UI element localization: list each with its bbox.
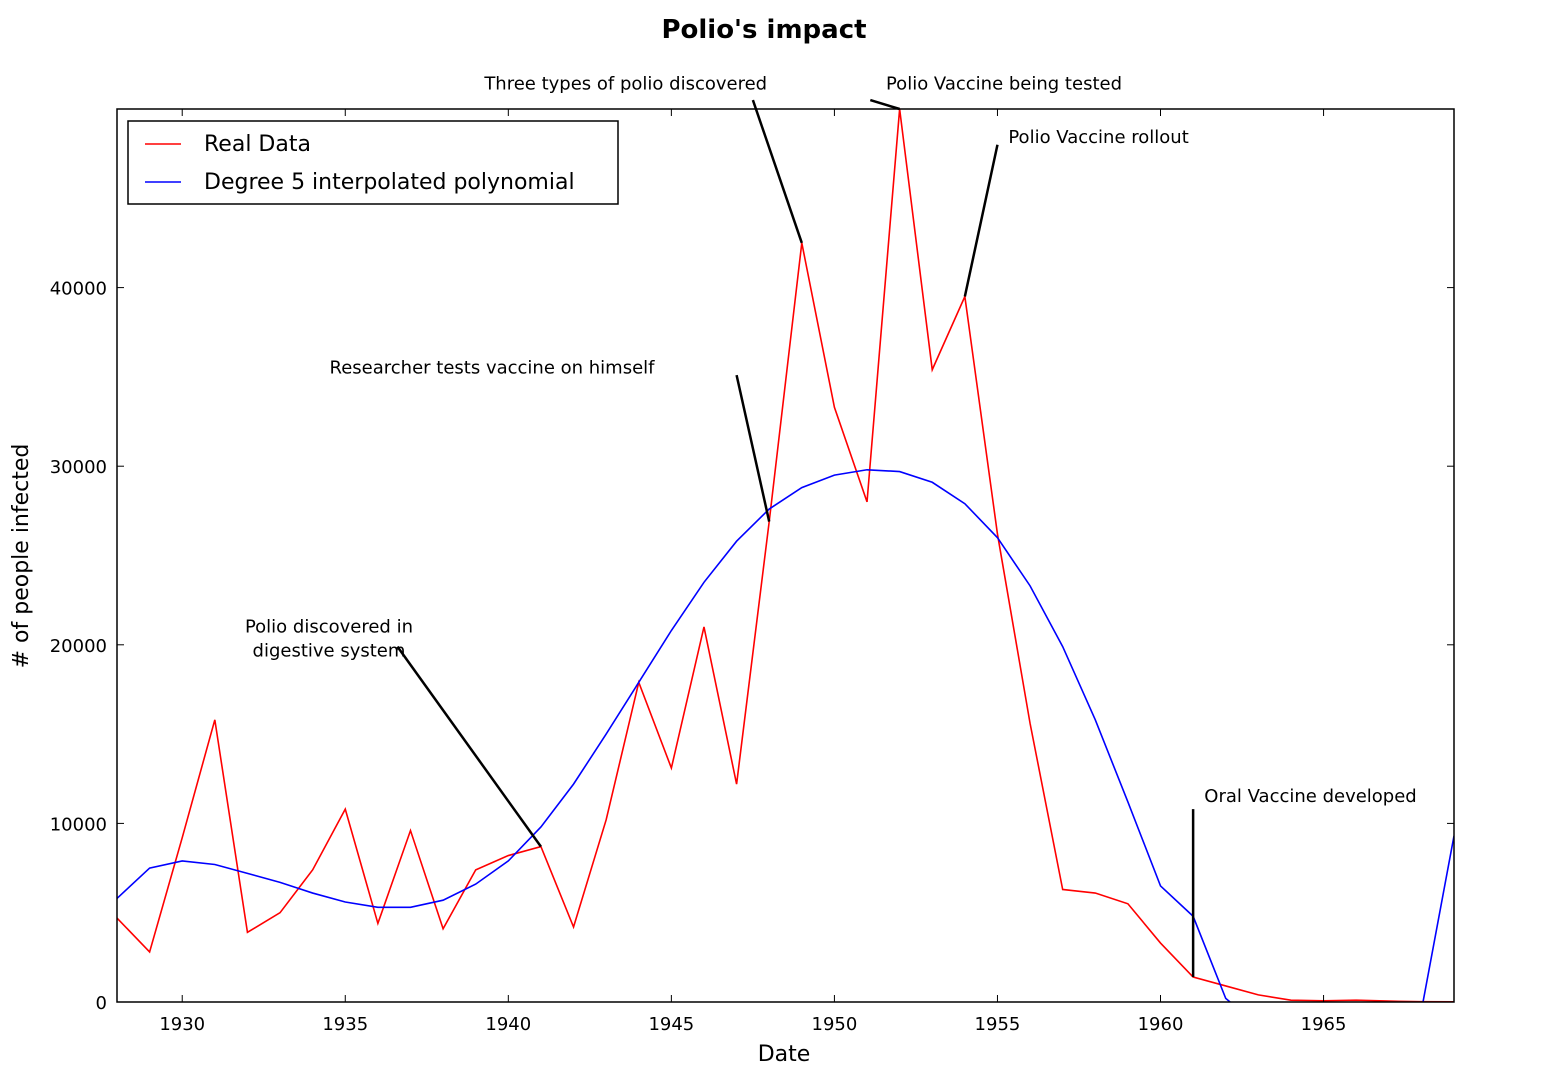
annotation-3: Polio Vaccine being tested — [869, 73, 1122, 111]
annotation-arrow — [963, 144, 999, 297]
x-tick-label: 1930 — [159, 1014, 205, 1035]
series-layer — [117, 109, 1454, 1002]
x-tick-label: 1965 — [1301, 1014, 1347, 1035]
x-tick-label: 1935 — [322, 1014, 368, 1035]
annotation-arrow — [751, 99, 803, 244]
annotation-text: Polio Vaccine being tested — [886, 73, 1122, 94]
x-tick-label: 1950 — [812, 1014, 858, 1035]
legend-label-polynomial: Degree 5 interpolated polynomial — [204, 170, 575, 195]
annotation-text: Polio discovered in digestive system — [245, 616, 413, 661]
annotation-text: Three types of polio discovered — [483, 73, 767, 94]
y-axis-label: # of people infected — [9, 444, 34, 669]
y-tick-label: 20000 — [50, 636, 107, 657]
series-line-polynomial — [117, 468, 1454, 1002]
annotation-0: Polio discovered in digestive system — [245, 616, 542, 848]
y-axis-ticks: 0 10000 20000 30000 40000 — [50, 279, 1454, 1014]
annotation-text: Researcher tests vaccine on himself — [330, 357, 656, 378]
annotation-4: Polio Vaccine rollout — [963, 127, 1189, 297]
x-tick-label: 1955 — [975, 1014, 1021, 1035]
y-tick-label: 30000 — [50, 457, 107, 478]
annotation-layer: Polio discovered in digestive system Resea… — [245, 73, 1417, 977]
y-tick-label: 10000 — [50, 814, 107, 835]
x-axis-ticks: 1930 1935 1940 1945 1950 1955 1960 1965 — [159, 109, 1346, 1035]
x-tick-label: 1940 — [485, 1014, 531, 1035]
x-axis-label: Date — [758, 1042, 811, 1067]
annotation-arrow — [869, 98, 900, 111]
annotation-arrow — [735, 374, 771, 522]
annotation-2: Three types of polio discovered — [483, 73, 803, 244]
annotation-1: Researcher tests vaccine on himself — [330, 357, 771, 522]
annotation-5: Oral Vaccine developed — [1191, 786, 1417, 977]
chart-title: Polio's impact — [661, 15, 866, 45]
annotation-text: Oral Vaccine developed — [1204, 786, 1416, 807]
legend: Real Data Degree 5 interpolated polynomi… — [127, 120, 619, 205]
plot-frame — [116, 108, 1455, 1003]
annotation-text: Polio Vaccine rollout — [1008, 127, 1188, 148]
x-tick-label: 1960 — [1138, 1014, 1184, 1035]
legend-label-real-data: Real Data — [204, 132, 311, 157]
y-tick-label: 40000 — [50, 279, 107, 300]
x-tick-label: 1945 — [648, 1014, 694, 1035]
series-line-real-data — [117, 109, 1454, 1002]
legend-box — [127, 120, 619, 205]
y-tick-label: 0 — [96, 993, 107, 1014]
annotation-arrow — [396, 645, 542, 848]
